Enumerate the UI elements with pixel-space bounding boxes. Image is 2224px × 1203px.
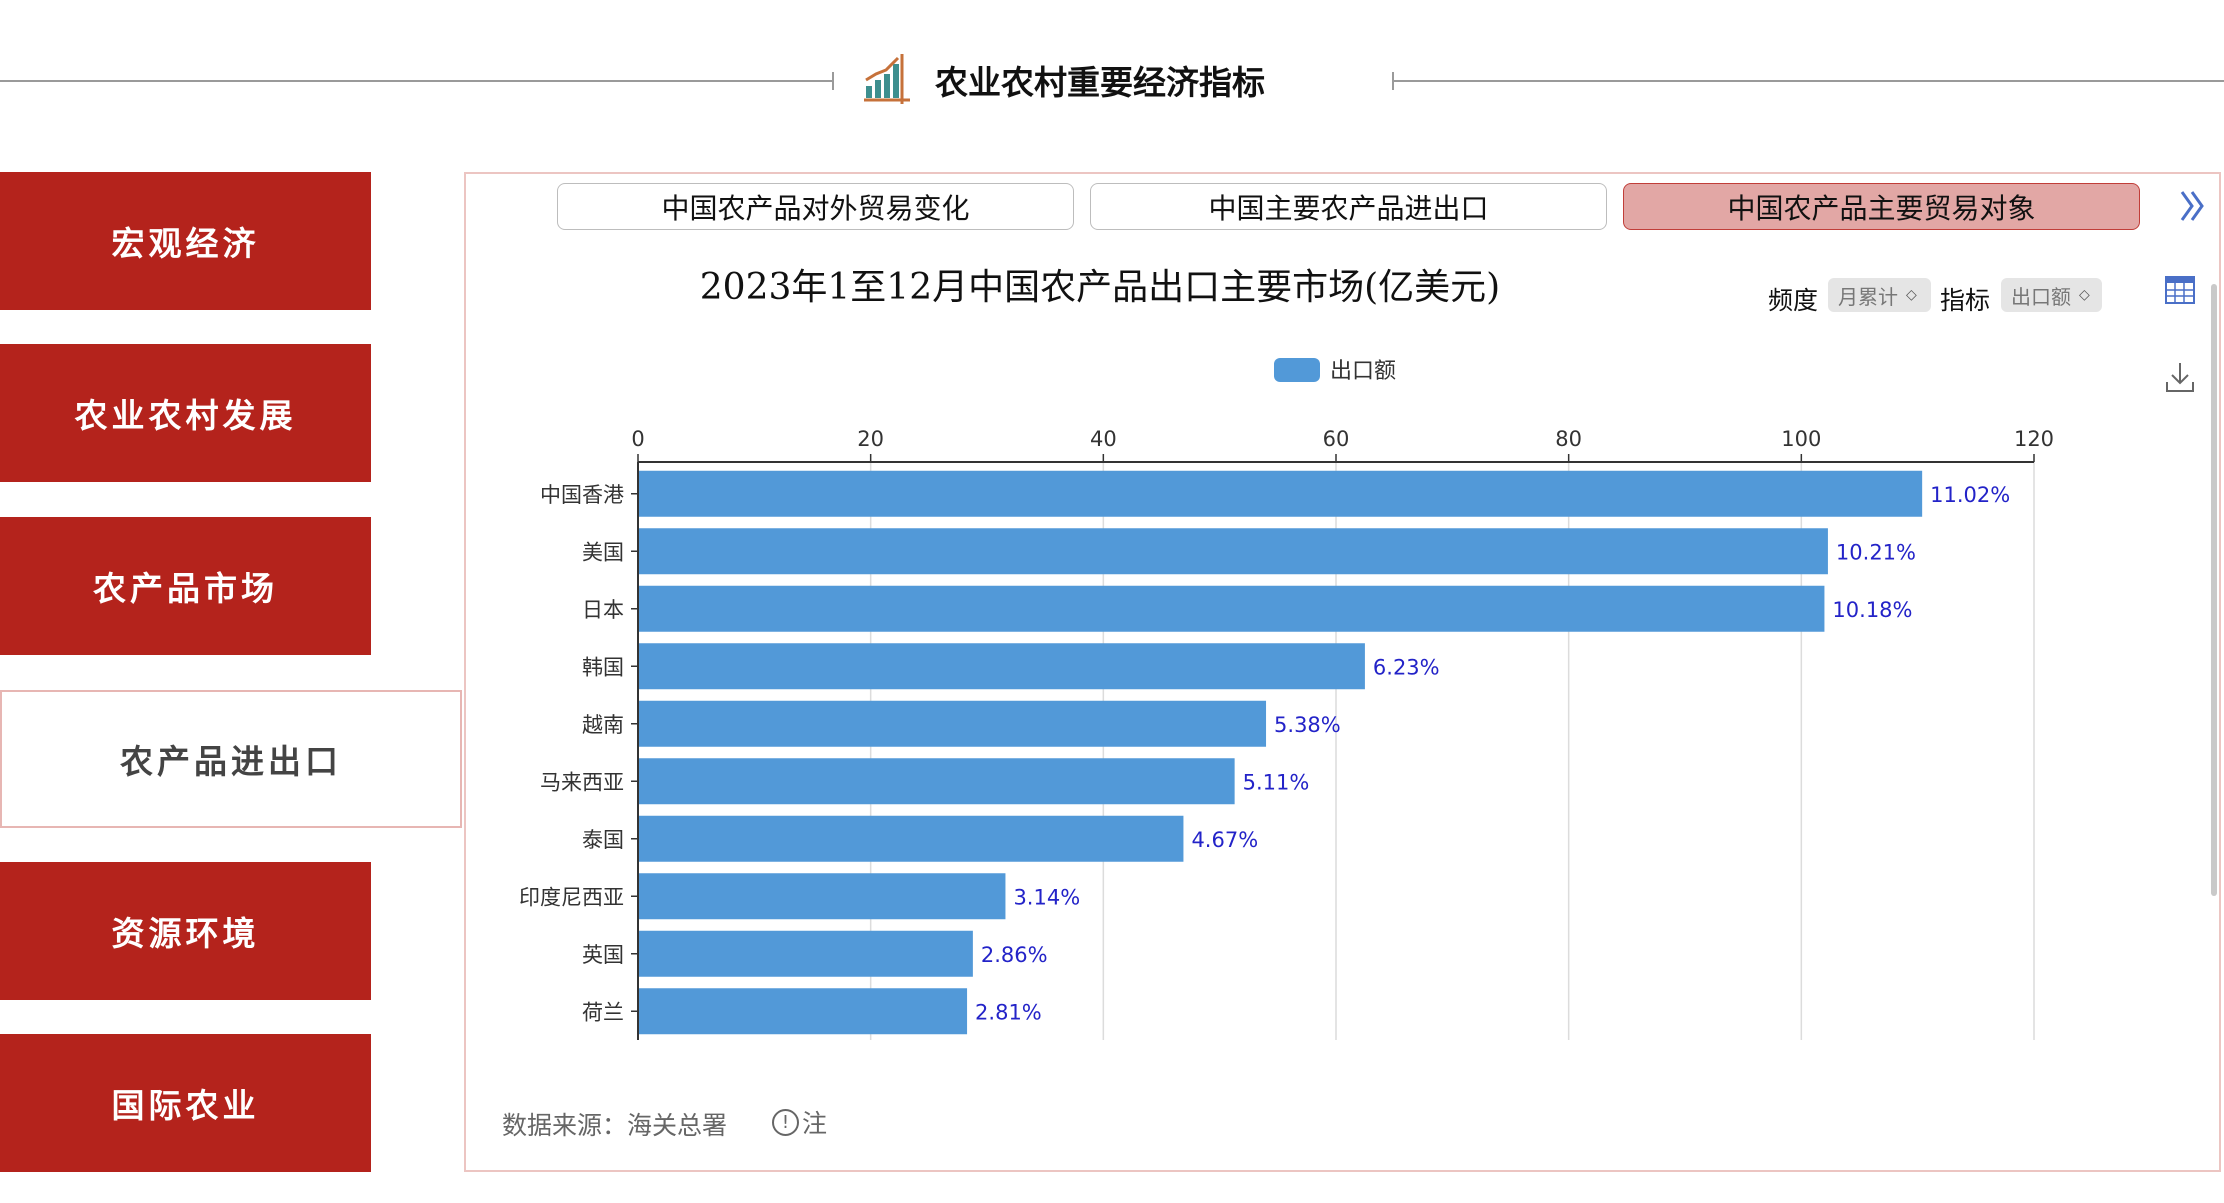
indicator-select[interactable]: 出口额 ◇ [2001, 278, 2102, 312]
sidebar-item-international-agri[interactable]: 国际农业 [0, 1034, 371, 1172]
scrollbar[interactable] [2211, 284, 2217, 896]
note-button[interactable]: ! 注 [772, 1104, 827, 1140]
sidebar-item-macro-economy[interactable]: 宏观经济 [0, 172, 371, 310]
y-tick-label: 美国 [582, 540, 624, 564]
y-tick-label: 泰国 [582, 828, 624, 852]
bar [639, 585, 1825, 632]
sidebar-item-label: 农产品进出口 [120, 742, 342, 781]
tab-label: 中国农产品对外贸易变化 [661, 191, 970, 225]
sidebar-item-agri-import-export[interactable]: 农产品进出口 [0, 690, 462, 828]
x-tick-label: 0 [631, 427, 644, 451]
sidebar-item-label: 农产品市场 [93, 569, 278, 608]
exclamation-circle-icon: ! [772, 1108, 799, 1136]
sidebar-item-label: 农业农村发展 [74, 396, 297, 435]
chart-title: 2023年1至12月中国农产品出口主要市场(亿美元) [699, 267, 1501, 308]
table-view-icon[interactable] [2164, 274, 2196, 306]
header-divider-right [1392, 80, 2224, 82]
bar [639, 815, 1184, 862]
bar [639, 470, 1923, 517]
tab-trade-changes[interactable]: 中国农产品对外贸易变化 [557, 183, 1074, 230]
tab-major-products[interactable]: 中国主要农产品进出口 [1090, 183, 1607, 230]
tab-label: 中国主要农产品进出口 [1208, 191, 1489, 225]
page-title: 农业农村重要经济指标 [935, 63, 1265, 102]
sidebar-item-agri-development[interactable]: 农业农村发展 [0, 344, 371, 482]
chevron-updown-icon: ◇ [1906, 287, 1917, 303]
sidebar-item-agri-market[interactable]: 农产品市场 [0, 517, 371, 655]
bar-chart-growth-icon [864, 54, 910, 104]
bar [639, 528, 1828, 575]
x-tick-label: 60 [1323, 427, 1350, 451]
frequency-label: 频度 [1768, 286, 1819, 315]
data-label: 2.81% [975, 1000, 1042, 1024]
data-label: 10.18% [1832, 598, 1912, 622]
sidebar-item-label: 资源环境 [111, 914, 260, 953]
legend-label: 出口额 [1330, 359, 1396, 384]
legend-swatch [1274, 358, 1320, 382]
y-tick-label: 印度尼西亚 [519, 885, 624, 909]
bar [639, 930, 973, 977]
bar [639, 988, 968, 1035]
frequency-value: 月累计 [1838, 284, 1898, 309]
header-divider-tick-left [832, 72, 834, 90]
double-chevron-right-icon[interactable] [2178, 186, 2208, 226]
x-axis: 0 20 40 60 80 100 120 [631, 427, 2054, 463]
y-tick-label: 中国香港 [540, 483, 624, 507]
header-divider-tick-right [1392, 72, 1394, 90]
x-tick-label: 40 [1090, 427, 1117, 451]
data-label: 11.02% [1930, 483, 2010, 507]
tab-trade-partners[interactable]: 中国农产品主要贸易对象 [1623, 183, 2140, 230]
data-label: 2.86% [981, 943, 1048, 967]
x-tick-label: 100 [1781, 427, 1821, 451]
data-label: 6.23% [1373, 655, 1440, 679]
download-icon[interactable] [2164, 360, 2196, 394]
chart-legend[interactable]: 出口额 [1274, 358, 1396, 384]
bar-series [639, 470, 1923, 1035]
bar [639, 700, 1267, 747]
bar-chart: 出口额 0 20 40 60 80 100 120 中国香港美国日本韩国越南马来西亚泰国印度… [519, 358, 2054, 1040]
frequency-select[interactable]: 月累计 ◇ [1828, 278, 1931, 312]
y-tick-label: 日本 [582, 598, 624, 622]
data-label: 4.67% [1191, 828, 1258, 852]
indicator-label: 指标 [1940, 286, 1991, 315]
data-label: 10.21% [1836, 540, 1916, 564]
header-divider-left [0, 80, 832, 82]
x-tick-label: 120 [2014, 427, 2054, 451]
y-tick-label: 越南 [582, 713, 624, 737]
indicator-value: 出口额 [2011, 284, 2071, 309]
data-label: 5.11% [1243, 770, 1310, 794]
data-label: 3.14% [1013, 885, 1080, 909]
y-tick-label: 英国 [582, 943, 624, 967]
data-label: 5.38% [1274, 713, 1341, 737]
y-tick-label: 韩国 [582, 655, 624, 679]
y-tick-label: 荷兰 [582, 1000, 624, 1024]
bar [639, 643, 1365, 690]
note-label: 注 [802, 1109, 828, 1138]
y-tick-label: 马来西亚 [540, 770, 624, 794]
x-tick-label: 20 [857, 427, 884, 451]
data-source: 数据来源：海关总署 [502, 1111, 728, 1140]
sidebar-item-label: 宏观经济 [111, 224, 260, 263]
bar [639, 758, 1235, 805]
data-labels: 11.02% 10.21% 10.18% 6.23% 5.38% 5.11% 4.67% 3.… [975, 483, 2010, 1025]
sidebar-item-resources-environment[interactable]: 资源环境 [0, 862, 371, 1000]
sidebar-item-label: 国际农业 [111, 1086, 260, 1125]
chevron-updown-icon: ◇ [2079, 287, 2090, 303]
bar [639, 873, 1006, 920]
x-tick-label: 80 [1555, 427, 1582, 451]
tab-label: 中国农产品主要贸易对象 [1727, 191, 2036, 225]
